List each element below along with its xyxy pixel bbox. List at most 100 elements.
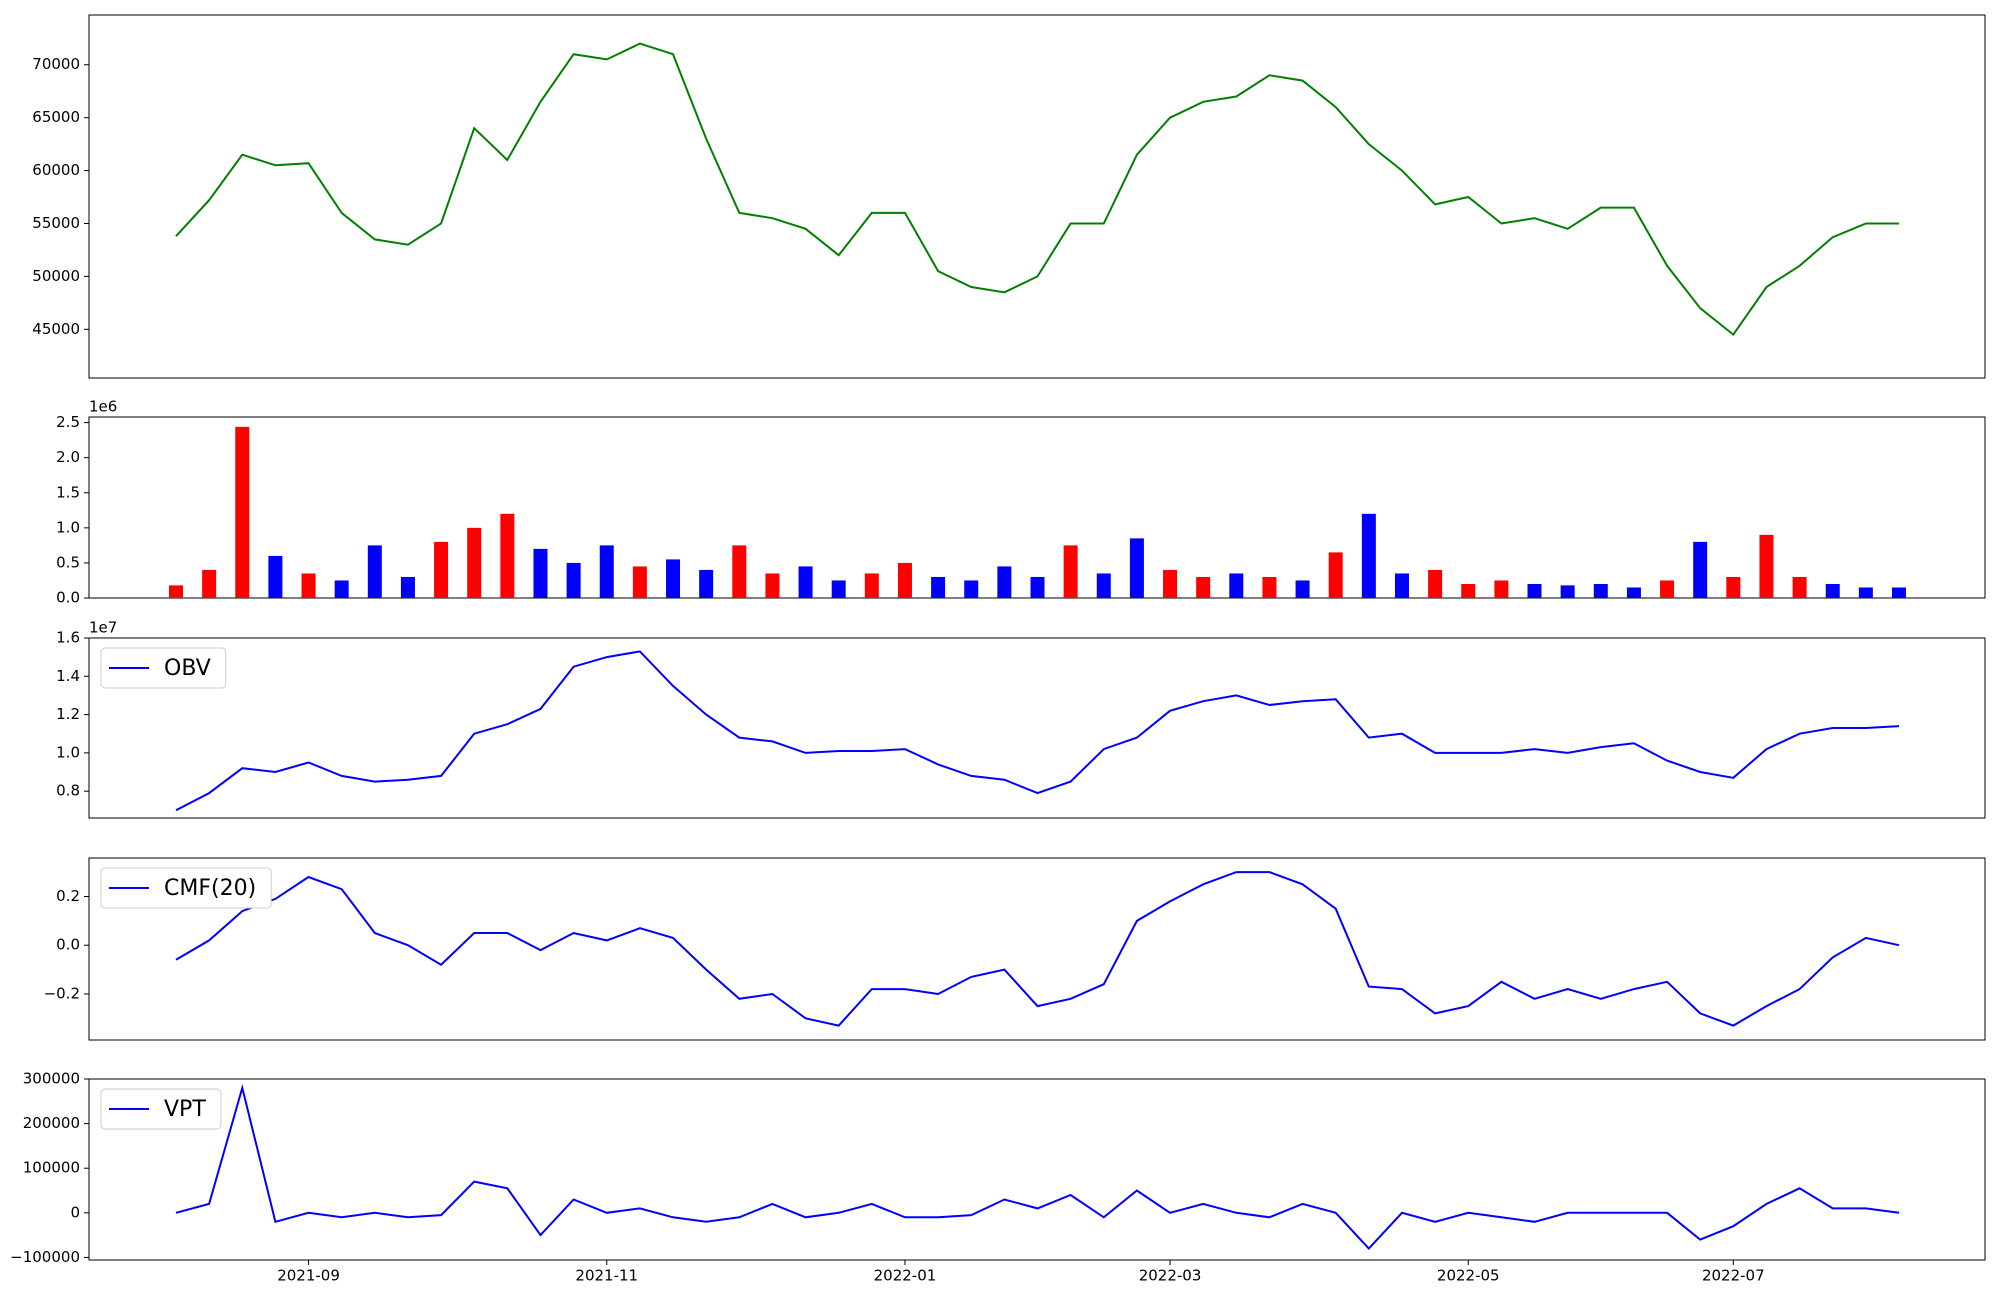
y-tick-label: 70000 xyxy=(32,55,80,73)
bar xyxy=(334,580,349,598)
bar xyxy=(765,573,780,598)
bar xyxy=(1825,583,1840,598)
bar xyxy=(1196,576,1211,598)
y-tick-label: 0.0 xyxy=(56,589,80,607)
bar xyxy=(235,426,250,598)
plot-frame xyxy=(88,1078,1986,1261)
x-tick-label: 2021-09 xyxy=(277,1267,340,1285)
bar xyxy=(931,576,946,598)
bar xyxy=(997,566,1012,598)
bar xyxy=(798,566,813,598)
y-tick-label: 45000 xyxy=(32,320,80,338)
bar xyxy=(1759,534,1774,598)
y-tick-label: 100000 xyxy=(23,1159,80,1177)
bar xyxy=(467,527,482,598)
bar xyxy=(202,569,217,598)
bar xyxy=(1494,580,1509,598)
y-tick-label: 2.5 xyxy=(56,413,80,431)
plot-frame xyxy=(88,857,1986,1041)
axis-offset-label: 1e7 xyxy=(89,619,117,637)
plot-frame xyxy=(88,637,1986,819)
line-series xyxy=(175,650,1900,812)
bar xyxy=(864,573,879,598)
bar xyxy=(533,548,548,598)
bar xyxy=(301,573,316,598)
bar xyxy=(1262,576,1277,598)
bar xyxy=(566,562,581,598)
bar xyxy=(1163,569,1178,598)
bar xyxy=(1792,576,1807,598)
bar xyxy=(1063,545,1078,598)
y-tick-label: 0.5 xyxy=(56,553,80,571)
bar xyxy=(1229,573,1244,598)
y-tick-label: 1.4 xyxy=(56,667,80,685)
y-tick-label: −0.2 xyxy=(44,984,80,1002)
bar xyxy=(1129,538,1144,598)
y-tick-label: 2.0 xyxy=(56,448,80,466)
line-series xyxy=(175,871,1900,1027)
y-tick-label: 0.2 xyxy=(56,887,80,905)
bar xyxy=(1394,573,1409,598)
legend-label: OBV xyxy=(164,656,211,681)
bar xyxy=(367,545,382,598)
bar xyxy=(1726,576,1741,598)
y-tick-label: 65000 xyxy=(32,108,80,126)
y-tick-label: 55000 xyxy=(32,214,80,232)
bar xyxy=(831,580,846,598)
y-tick-label: −100000 xyxy=(10,1248,80,1266)
bar xyxy=(169,585,183,598)
bar xyxy=(1560,585,1575,598)
bar xyxy=(1593,583,1608,598)
x-tick-label: 2022-01 xyxy=(874,1267,937,1285)
x-tick-label: 2022-03 xyxy=(1139,1267,1202,1285)
x-tick-label: 2022-07 xyxy=(1702,1267,1765,1285)
bar xyxy=(632,566,647,598)
bar xyxy=(897,562,912,598)
bar xyxy=(1626,587,1641,598)
y-tick-label: 0.8 xyxy=(56,782,80,800)
legend-box xyxy=(100,867,272,909)
bar xyxy=(1096,573,1111,598)
y-tick-label: 1.5 xyxy=(56,483,80,501)
y-tick-label: 1.6 xyxy=(56,629,80,647)
bar xyxy=(1693,541,1708,598)
bar xyxy=(1858,587,1873,598)
y-tick-label: 50000 xyxy=(32,267,80,285)
bar xyxy=(964,580,979,598)
bar xyxy=(1527,583,1542,598)
y-tick-label: 200000 xyxy=(23,1114,80,1132)
bar xyxy=(1428,569,1443,598)
bar xyxy=(1030,576,1045,598)
legend-label: VPT xyxy=(164,1097,206,1122)
x-tick-label: 2021-11 xyxy=(575,1267,638,1285)
y-tick-label: 1.0 xyxy=(56,743,80,761)
line-series xyxy=(175,42,1899,337)
bar xyxy=(599,545,614,598)
y-tick-label: 0.0 xyxy=(56,936,80,954)
x-tick-label: 2022-05 xyxy=(1437,1267,1500,1285)
line-series xyxy=(175,1084,1900,1250)
plot-frame xyxy=(88,14,1986,379)
bar xyxy=(1295,580,1310,598)
bar xyxy=(732,545,747,598)
bar xyxy=(1660,580,1675,598)
legend-box xyxy=(100,1088,222,1130)
bar xyxy=(1361,513,1376,598)
y-tick-label: 1.2 xyxy=(56,705,80,723)
bar xyxy=(1892,587,1906,598)
legend-box xyxy=(100,647,227,689)
bar xyxy=(434,541,449,598)
bar xyxy=(1461,583,1476,598)
y-tick-label: 60000 xyxy=(32,161,80,179)
legend-label: CMF(20) xyxy=(164,876,256,901)
bar xyxy=(400,576,415,598)
axis-offset-label: 1e6 xyxy=(89,398,117,416)
y-tick-label: 0 xyxy=(70,1203,80,1221)
bar xyxy=(1328,552,1343,598)
bar xyxy=(500,513,515,598)
bar xyxy=(699,569,714,598)
bar xyxy=(666,559,681,598)
bar xyxy=(268,555,283,598)
y-tick-label: 300000 xyxy=(23,1070,80,1088)
